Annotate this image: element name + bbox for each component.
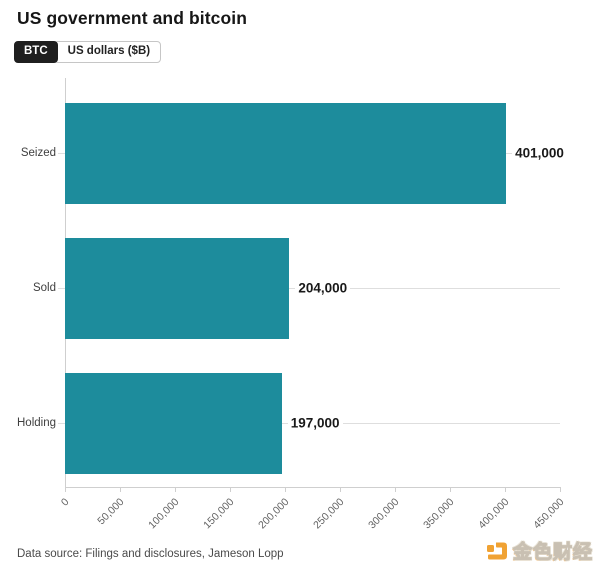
- value-label: 401,000: [512, 144, 567, 162]
- x-axis-tick: [65, 487, 66, 492]
- category-label: Holding: [17, 417, 56, 429]
- unit-toggle: BTC US dollars ($B): [14, 41, 162, 63]
- jinse-finance-icon: [486, 542, 507, 559]
- x-axis-tick: [560, 487, 561, 492]
- bar-sold: [65, 237, 290, 339]
- x-axis-tick: [340, 487, 341, 492]
- category-label: Seized: [20, 147, 56, 159]
- value-label: 204,000: [295, 279, 351, 297]
- data-source-note: Data source: Filings and disclosures, Ja…: [17, 548, 284, 560]
- x-axis-tick: [175, 487, 176, 492]
- toggle-btc-button[interactable]: BTC: [14, 41, 58, 63]
- toggle-usd-button[interactable]: US dollars ($B): [53, 41, 162, 63]
- bar-seized: [65, 102, 507, 204]
- category-label: Sold: [32, 282, 56, 294]
- brand-name: 金色财经: [512, 542, 593, 564]
- x-axis-line: [65, 487, 560, 488]
- x-axis-tick: [395, 487, 396, 492]
- brand-logo: 金色财经: [486, 537, 593, 564]
- chart-title: US government and bitcoin: [17, 8, 248, 28]
- value-label: 197,000: [287, 414, 343, 432]
- x-axis-tick: [450, 487, 451, 492]
- x-axis-tick: [120, 487, 121, 492]
- x-axis-tick: [505, 487, 506, 492]
- x-axis-tick: [230, 487, 231, 492]
- x-axis-tick: [285, 487, 286, 492]
- bar-holding: [65, 372, 282, 474]
